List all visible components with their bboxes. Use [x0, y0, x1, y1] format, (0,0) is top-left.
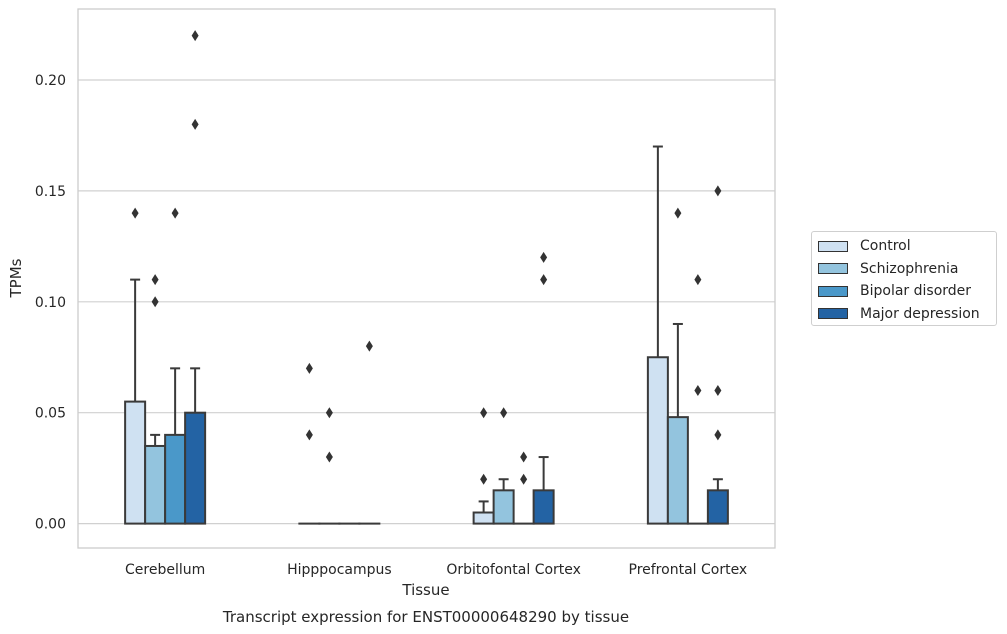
outlier-point: [694, 385, 702, 397]
bar: [184, 411, 207, 525]
outlier-point: [325, 451, 333, 463]
chart-caption: Transcript expression for ENST0000064829…: [222, 608, 629, 626]
y-axis-label: TPMs: [7, 258, 25, 298]
x-tick-label: Prefrontal Cortex: [629, 562, 748, 578]
outlier-point: [714, 429, 722, 441]
outlier-point: [480, 407, 488, 419]
plot-frame: [77, 8, 776, 549]
y-tick-label: 0.15: [35, 184, 66, 200]
outlier-point: [500, 407, 508, 419]
bar: [124, 400, 147, 525]
outlier-point: [191, 118, 199, 130]
bar: [164, 433, 187, 525]
legend-item: Major depression: [818, 303, 996, 326]
outlier-point: [480, 473, 488, 485]
outlier-point: [714, 385, 722, 397]
bar: [646, 356, 669, 525]
y-tick-label: 0.05: [35, 406, 66, 422]
outlier-point: [520, 451, 528, 463]
legend-label: Bipolar disorder: [860, 283, 972, 300]
legend-swatch: [818, 308, 848, 320]
bar: [666, 416, 689, 525]
outlier-point: [365, 340, 373, 352]
bar: [144, 444, 167, 525]
outlier-point: [305, 429, 313, 441]
outlier-point: [171, 207, 179, 219]
outlier-point: [694, 274, 702, 286]
legend-label: Control: [860, 238, 911, 255]
outlier-point: [151, 296, 159, 308]
x-tick-label: Cerebellum: [125, 562, 205, 578]
legend-item: Control: [818, 235, 996, 258]
outlier-point: [520, 473, 528, 485]
y-tick-label: 0.00: [35, 517, 66, 533]
legend-swatch: [818, 285, 848, 297]
y-tick-labels: 0.00 0.05 0.10 0.15 0.20: [35, 73, 66, 533]
outlier-point: [325, 407, 333, 419]
y-tick-label: 0.20: [35, 73, 66, 89]
legend-item: Bipolar disorder: [818, 280, 996, 303]
outlier-point: [674, 207, 682, 219]
outlier-point: [305, 362, 313, 374]
legend-swatch: [818, 240, 848, 252]
legend-swatch: [818, 263, 848, 275]
outlier-point: [540, 251, 548, 263]
outlier-point: [151, 274, 159, 286]
legend-label: Schizophrenia: [860, 260, 959, 277]
legend: Control Schizophrenia Bipolar disorder Majo…: [811, 231, 997, 326]
bar: [706, 489, 729, 525]
outlier-point: [131, 207, 139, 219]
legend-label: Major depression: [860, 305, 980, 322]
bar: [492, 489, 515, 525]
outlier-point: [191, 30, 199, 42]
x-tick-labels: Cerebellum Hipppocampus Orbitofontal Corte…: [125, 562, 747, 578]
x-tick-label: Hipppocampus: [287, 562, 392, 578]
outlier-point: [540, 274, 548, 286]
legend-item: Schizophrenia: [818, 258, 996, 281]
bars: [124, 30, 729, 525]
outlier-point: [714, 185, 722, 197]
x-axis-label: Tissue: [401, 581, 449, 599]
bar: [532, 489, 555, 525]
bar: [472, 511, 495, 525]
y-tick-label: 0.10: [35, 295, 66, 311]
x-tick-label: Orbitofontal Cortex: [446, 562, 581, 578]
